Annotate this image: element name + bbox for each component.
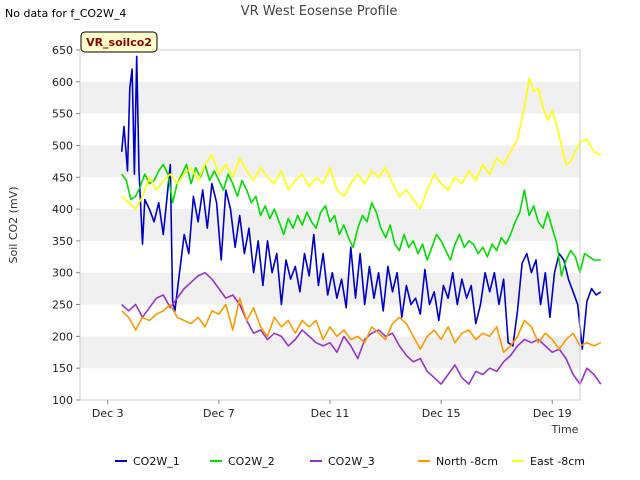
y-tick-label: 600 [52, 76, 73, 89]
x-tick-label: Dec 19 [533, 407, 572, 420]
grid-band [80, 336, 580, 369]
series-line-north-8cm [121, 297, 602, 354]
y-tick-label: 300 [52, 267, 73, 280]
y-tick-label: 250 [52, 299, 73, 312]
grid-band [80, 81, 580, 114]
y-tick-label: 500 [52, 139, 73, 152]
legend-label: East -8cm [530, 455, 585, 468]
legend-label: CO2W_1 [133, 455, 180, 468]
series-line-co2w-1 [120, 55, 602, 350]
site-badge-label: VR_soilco2 [86, 36, 152, 49]
y-axis-label: Soil CO2 (mV) [7, 187, 20, 264]
y-tick-label: 400 [52, 203, 73, 216]
y-tick-label: 550 [52, 108, 73, 121]
y-tick-label: 350 [52, 235, 73, 248]
x-tick-label: Dec 3 [92, 407, 124, 420]
chart-title: VR West Eosense Profile [241, 4, 398, 19]
legend-label: CO2W_3 [328, 455, 375, 468]
series-line-co2w-3 [121, 271, 602, 385]
legend: CO2W_1 CO2W_2 CO2W_3 North -8cm East -8cm [115, 455, 585, 468]
grid-band [80, 209, 580, 241]
x-tick-label: Dec 11 [311, 407, 350, 420]
y-tick-label: 200 [52, 330, 73, 343]
legend-label: North -8cm [436, 455, 498, 468]
no-data-note: No data for f_CO2W_4 [5, 7, 126, 20]
x-axis-label: Time [551, 423, 579, 436]
x-axis: Dec 3 Dec 7 Dec 11 Dec 15 Dec 19 [92, 400, 572, 420]
y-tick-label: 150 [52, 362, 73, 375]
legend-label: CO2W_2 [228, 455, 275, 468]
series-layer [120, 55, 602, 385]
y-tick-label: 650 [52, 44, 73, 57]
x-tick-label: Dec 7 [203, 407, 235, 420]
y-tick-label: 450 [52, 171, 73, 184]
x-tick-label: Dec 15 [422, 407, 461, 420]
y-axis: 100 150 200 250 300 350 400 450 500 550 600 650 [52, 44, 80, 407]
grid-band [80, 145, 580, 178]
grid-bands [80, 81, 580, 369]
series-line-east-8cm [121, 77, 602, 210]
site-badge [80, 31, 158, 53]
y-tick-label: 100 [52, 394, 73, 407]
